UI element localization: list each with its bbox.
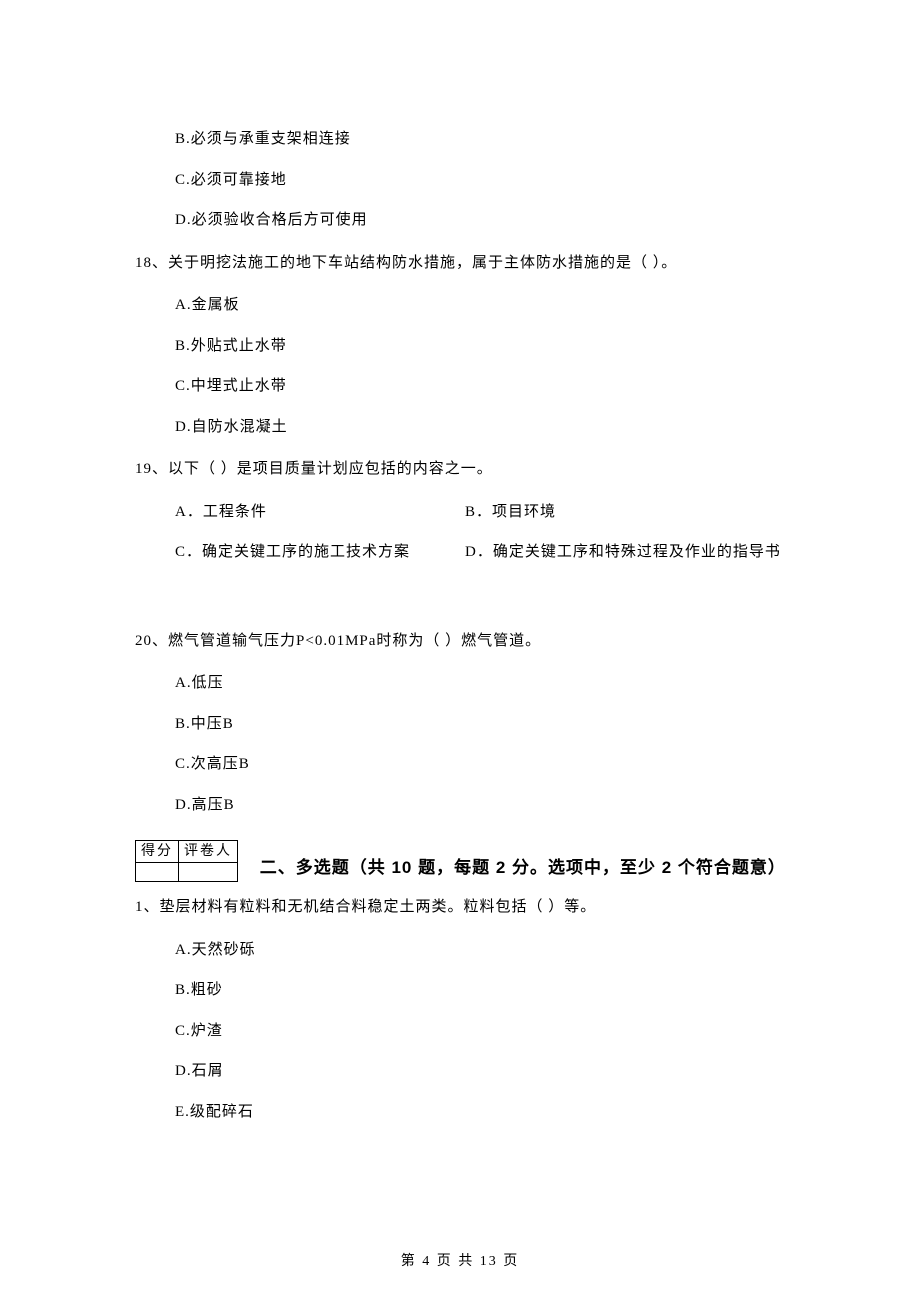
question-stem: 燃气管道输气压力P<0.01MPa时称为（ ）燃气管道。: [168, 633, 541, 649]
spacer: [135, 582, 790, 610]
option-text: A.金属板: [175, 294, 790, 317]
option-text: E.级配碎石: [175, 1101, 790, 1124]
option-text: B．项目环境: [465, 501, 790, 524]
option-text: B.外贴式止水带: [175, 335, 790, 358]
exam-page: B.必须与承重支架相连接 C.必须可靠接地 D.必须验收合格后方可使用 18、关…: [0, 0, 920, 1302]
option-text: D.高压B: [175, 794, 790, 817]
section-2-header: 得分 评卷人 二、多选题（共 10 题，每题 2 分。选项中，至少 2 个符合题…: [135, 840, 790, 882]
table-row: [136, 863, 238, 882]
option-text: B.必须与承重支架相连接: [175, 128, 790, 151]
option-text: C.炉渣: [175, 1020, 790, 1043]
option-text: C.中埋式止水带: [175, 375, 790, 398]
score-cell: [136, 863, 179, 882]
option-text: D.石屑: [175, 1060, 790, 1083]
section-title: 二、多选题（共 10 题，每题 2 分。选项中，至少 2 个符合题意）: [260, 855, 786, 883]
section2-question-1: 1、垫层材料有粒料和无机结合料稳定土两类。粒料包括（ ）等。: [135, 896, 790, 919]
option-row: C．确定关键工序的施工技术方案 D．确定关键工序和特殊过程及作业的指导书: [175, 541, 790, 564]
question-number: 1、: [135, 899, 160, 915]
question-stem: 垫层材料有粒料和无机结合料稳定土两类。粒料包括（ ）等。: [160, 899, 597, 915]
question-number: 19、: [135, 461, 168, 477]
question-18: 18、关于明挖法施工的地下车站结构防水措施，属于主体防水措施的是（ ）。: [135, 252, 790, 275]
option-text: A．工程条件: [175, 501, 465, 524]
option-text: C.必须可靠接地: [175, 169, 790, 192]
option-text: C．确定关键工序的施工技术方案: [175, 541, 465, 564]
option-text: D.必须验收合格后方可使用: [175, 209, 790, 232]
table-row: 得分 评卷人: [136, 841, 238, 863]
grader-cell: [179, 863, 238, 882]
page-footer: 第 4 页 共 13 页: [0, 1251, 920, 1272]
score-table: 得分 评卷人: [135, 840, 238, 882]
grader-header: 评卷人: [179, 841, 238, 863]
option-text: B.中压B: [175, 713, 790, 736]
score-header: 得分: [136, 841, 179, 863]
option-row: A．工程条件 B．项目环境: [175, 501, 790, 524]
question-number: 18、: [135, 255, 168, 271]
question-stem: 关于明挖法施工的地下车站结构防水措施，属于主体防水措施的是（ ）。: [168, 255, 677, 271]
option-text: A.低压: [175, 672, 790, 695]
option-text: D.自防水混凝土: [175, 416, 790, 439]
option-text: C.次高压B: [175, 753, 790, 776]
question-stem: 以下（ ）是项目质量计划应包括的内容之一。: [168, 461, 493, 477]
option-text: D．确定关键工序和特殊过程及作业的指导书: [465, 541, 790, 564]
question-19: 19、以下（ ）是项目质量计划应包括的内容之一。: [135, 458, 790, 481]
question-20: 20、燃气管道输气压力P<0.01MPa时称为（ ）燃气管道。: [135, 630, 790, 653]
question-number: 20、: [135, 633, 168, 649]
option-text: A.天然砂砾: [175, 939, 790, 962]
option-text: B.粗砂: [175, 979, 790, 1002]
